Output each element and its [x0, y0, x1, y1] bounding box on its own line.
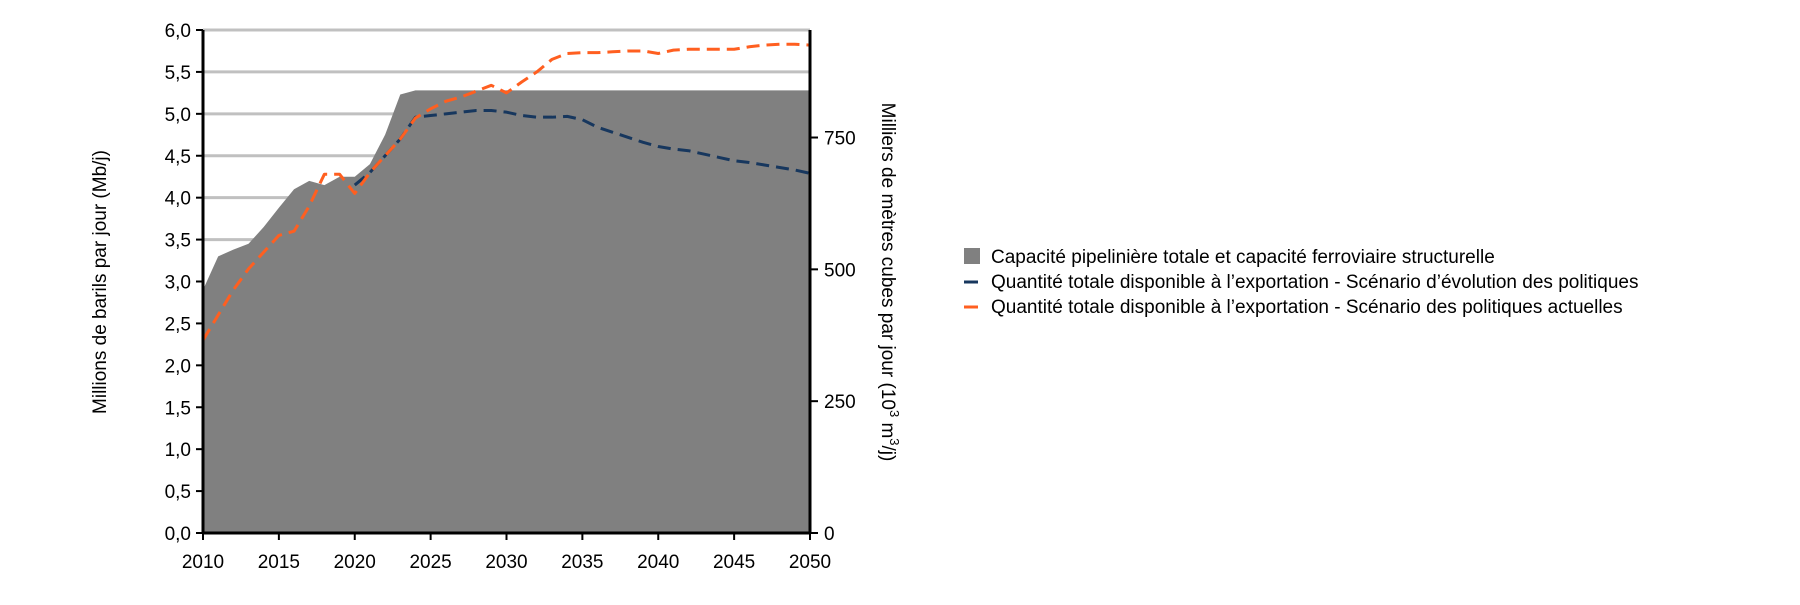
x-tick-label: 2020: [334, 552, 376, 573]
y2-axis-title-part2: m: [877, 417, 898, 438]
x-tick-label: 2025: [409, 552, 451, 573]
y-tick-label: 3,5: [165, 231, 191, 252]
legend-swatch-capacity: [964, 248, 980, 264]
y2-axis-title-part1: Milliers de mètres cubes par jour (10: [877, 103, 898, 410]
y2-tick-label: 0: [824, 524, 835, 545]
x-tick-label: 2045: [713, 552, 755, 573]
y2-axis-title-sup2: 3: [887, 438, 902, 445]
series-area-capacity: [203, 90, 810, 534]
legend-label-current-policies: Quantité totale disponible à l’exportati…: [991, 297, 1623, 318]
series-line-current-policies: [201, 42, 811, 341]
y2-axis-title-part3: /j): [877, 446, 898, 462]
y-axis-title: Millions de barils par jour (Mb/j): [90, 150, 111, 414]
x-tick-label: 2040: [637, 552, 679, 573]
y-tick-label: 4,0: [165, 189, 191, 210]
y2-axis-title: Milliers de mètres cubes par jour (103 m…: [877, 103, 902, 462]
legend: Capacité pipelinière totale et capacité …: [964, 247, 1638, 318]
x-tick-label: 2010: [182, 552, 224, 573]
y2-tick-label: 250: [824, 392, 856, 413]
x-tick-label: 2030: [485, 552, 527, 573]
y-tick-label: 5,0: [165, 105, 191, 126]
y-tick-label: 3,0: [165, 273, 191, 294]
series-line-policy-evolution: [353, 108, 811, 187]
y-tick-label: 1,5: [165, 398, 191, 419]
axes: [196, 29, 818, 540]
y-tick-label: 1,0: [165, 440, 191, 461]
y2-axis-title-sup1: 3: [887, 410, 902, 417]
x-tick-label: 2035: [561, 552, 603, 573]
y2-tick-label: 750: [824, 129, 856, 150]
y-tick-label: 2,0: [165, 356, 191, 377]
y-tick-label: 5,5: [165, 63, 191, 84]
y-tick-label: 6,0: [165, 21, 191, 42]
series-layer: [201, 42, 811, 534]
x-tick-label: 2015: [258, 552, 300, 573]
x-tick-label: 2050: [789, 552, 831, 573]
legend-label-policy-evolution: Quantité totale disponible à l’exportati…: [991, 272, 1638, 293]
y-tick-label: 4,5: [165, 147, 191, 168]
tick-labels: 0,0 0,5 1,0 1,5 2,0 2,5 3,0 3,5 4,0 4,5 5,0 5,5 6,0 0…: [165, 21, 856, 573]
y-tick-label: 0,5: [165, 482, 191, 503]
y-tick-label: 2,5: [165, 314, 191, 335]
y2-tick-label: 500: [824, 260, 856, 281]
y-tick-label: 0,0: [165, 524, 191, 545]
legend-label-capacity: Capacité pipelinière totale et capacité …: [991, 247, 1495, 268]
